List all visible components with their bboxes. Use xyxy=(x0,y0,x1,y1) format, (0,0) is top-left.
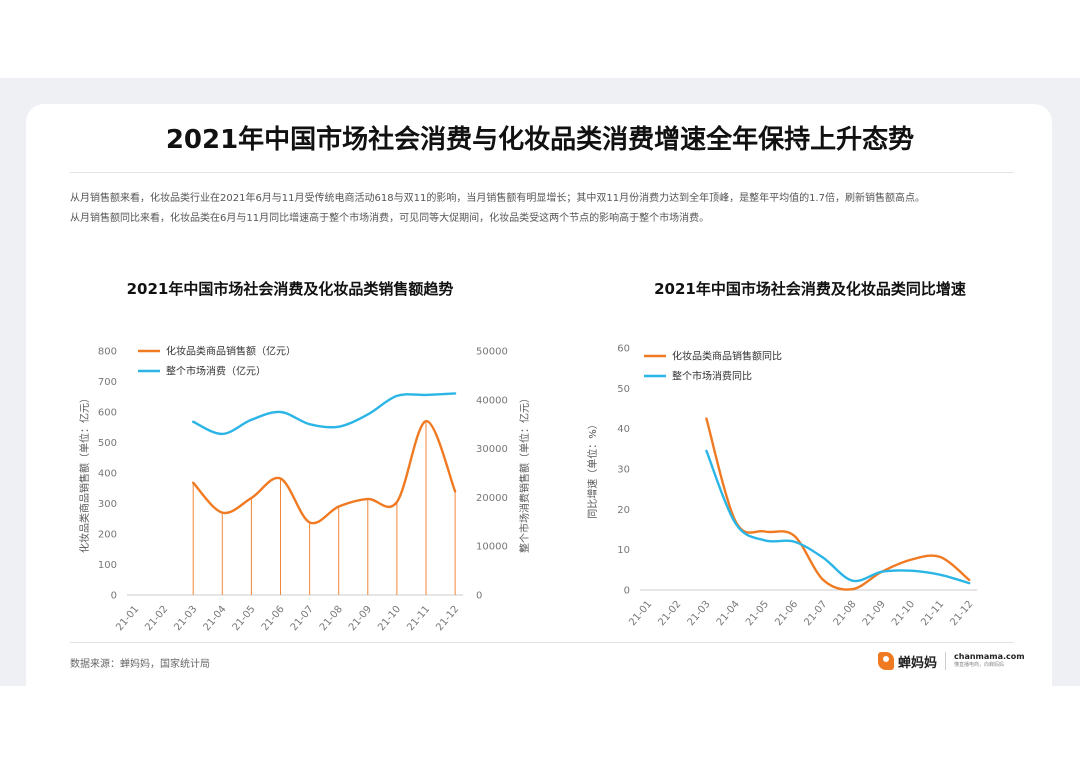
summary-paragraph-2: 从月销售额同比来看，化妆品类在6月与11月同比增速高于整个市场消费，可见同等大促… xyxy=(70,213,710,224)
brand-name: 蝉妈妈 xyxy=(898,655,938,671)
x-tick-label: 21-06 xyxy=(773,599,800,628)
y-tick-label: 0 xyxy=(624,586,630,597)
legend-label: 整个市场消费同比 xyxy=(672,370,752,383)
x-tick-label: 21-07 xyxy=(802,599,829,628)
y-tick-label: 300 xyxy=(98,499,117,510)
y-tick-label: 700 xyxy=(98,377,117,388)
y2-tick-label: 40000 xyxy=(476,395,508,406)
x-tick-label: 21-10 xyxy=(890,599,917,628)
legend-label: 化妆品类商品销售额同比 xyxy=(672,350,782,363)
y2-tick-label: 50000 xyxy=(476,347,508,358)
right-chart-title: 2021年中国市场社会消费及化妆品类同比增速 xyxy=(654,280,966,298)
y-tick-label: 500 xyxy=(98,438,117,449)
content-card xyxy=(26,104,1052,686)
y-tick-label: 800 xyxy=(98,347,117,358)
logo-separator xyxy=(945,652,947,670)
y-tick-label: 40 xyxy=(617,424,630,435)
summary-paragraph-1: 从月销售额来看，化妆品类行业在2021年6月与11月受传统电商活动618与双11… xyxy=(70,193,925,204)
y-tick-label: 10 xyxy=(617,545,630,556)
y-tick-label: 20 xyxy=(617,505,630,516)
y-tick-label: 50 xyxy=(617,384,630,395)
series-line-cosmetics xyxy=(192,419,457,525)
chanmama-logo-icon xyxy=(878,652,894,670)
y2-tick-label: 30000 xyxy=(476,444,508,455)
footer-divider xyxy=(70,642,1014,643)
x-tick-label: 21-09 xyxy=(861,599,888,628)
x-tick-label: 21-08 xyxy=(832,599,859,628)
y-tick-label: 100 xyxy=(98,560,117,571)
y-tick-label: 0 xyxy=(111,591,117,602)
x-tick-label: 21-02 xyxy=(656,599,683,628)
series-line-market xyxy=(192,392,457,436)
brand-logo: 蝉妈妈 chanmama.com 懂直播电商，向蝉妈妈 xyxy=(878,650,1025,672)
x-tick-label: 21-01 xyxy=(627,599,654,628)
x-tick-label: 21-12 xyxy=(948,599,975,628)
y-axis-title: 同比增速（单位：%） xyxy=(586,419,599,519)
x-tick-label: 21-05 xyxy=(744,599,771,628)
series-line-cosmetics xyxy=(705,417,971,591)
y2-tick-label: 20000 xyxy=(476,493,508,504)
page-title: 2021年中国市场社会消费与化妆品类消费增速全年保持上升态势 xyxy=(165,125,915,155)
y-tick-label: 600 xyxy=(98,408,117,419)
data-source: 数据来源：蝉妈妈，国家统计局 xyxy=(70,659,210,670)
y2-tick-label: 0 xyxy=(476,591,482,602)
brand-domain: chanmama.com xyxy=(954,652,1025,661)
y2-tick-label: 10000 xyxy=(476,542,508,553)
y2-axis-title: 整个市场消费销售额（单位：亿元） xyxy=(518,393,531,553)
brand-domain-block: chanmama.com 懂直播电商，向蝉妈妈 xyxy=(954,652,1025,670)
x-tick-label: 21-04 xyxy=(715,599,742,628)
left-chart-title: 2021年中国市场社会消费及化妆品类销售额趋势 xyxy=(126,280,454,298)
y-axis-title: 化妆品类商品销售额（单位：亿元） xyxy=(78,393,91,553)
title-divider xyxy=(70,172,1014,173)
x-tick-label: 21-03 xyxy=(686,599,713,628)
y-tick-label: 30 xyxy=(617,465,630,476)
y-tick-label: 200 xyxy=(98,530,117,541)
x-tick-label: 21-11 xyxy=(919,599,946,628)
series-line-market xyxy=(705,449,971,585)
brand-tagline: 懂直播电商，向蝉妈妈 xyxy=(954,662,1005,668)
legend-label: 化妆品类商品销售额（亿元） xyxy=(166,345,296,358)
legend-label: 整个市场消费（亿元） xyxy=(166,365,266,378)
y-tick-label: 400 xyxy=(98,469,117,480)
y-tick-label: 60 xyxy=(617,344,630,355)
